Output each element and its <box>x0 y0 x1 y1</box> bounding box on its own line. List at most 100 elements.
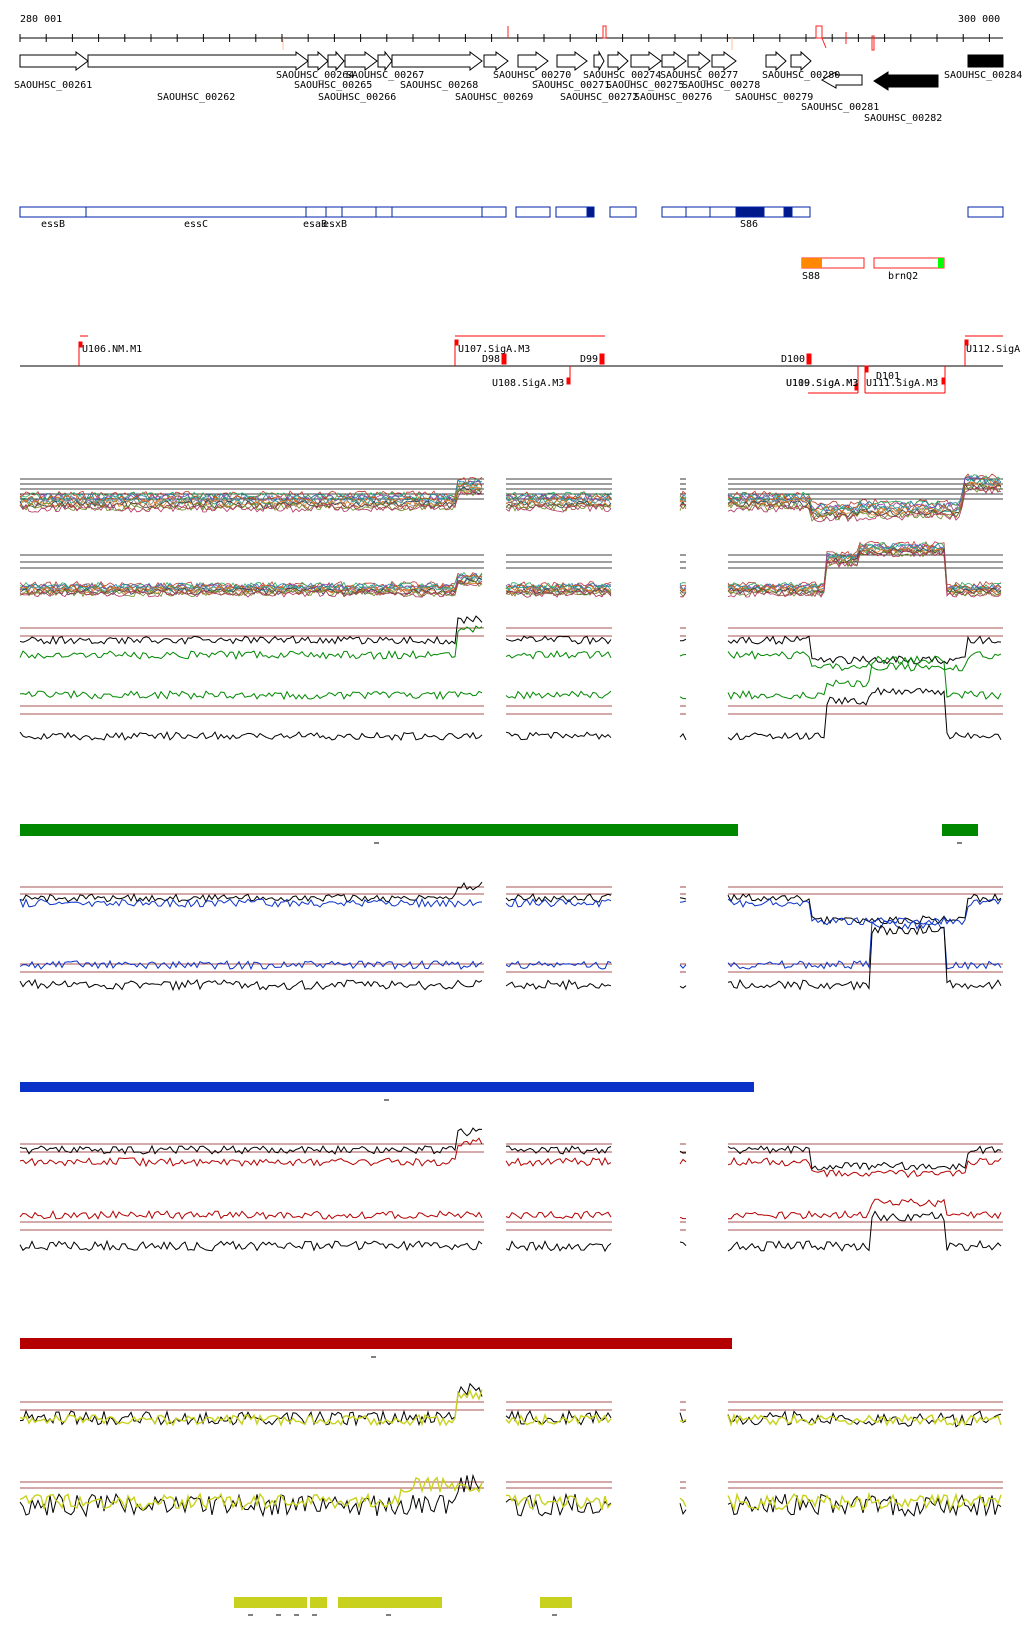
srna-track: S88 brnQ2 <box>801 257 945 282</box>
promoter-label: U111.SigA.M3 <box>866 378 938 389</box>
annotation-label: essB <box>41 219 65 230</box>
annotation-label: essC <box>184 219 208 230</box>
gene-arrow <box>344 51 378 71</box>
gene-arrow <box>820 71 863 89</box>
ruler-marks <box>507 25 875 51</box>
signal-line <box>19 549 1002 598</box>
gene-arrow <box>19 51 89 71</box>
annotation-box <box>85 206 307 218</box>
blue-segment-bar <box>20 1082 754 1092</box>
annotation-box <box>325 206 343 218</box>
promoter-marks <box>78 335 1003 394</box>
signal-line <box>19 655 1002 701</box>
annotation-highlight <box>783 206 793 218</box>
srna-label: S88 <box>802 271 820 282</box>
signal-line <box>19 1127 1002 1171</box>
signal-line <box>19 686 1002 742</box>
gene-label: SAOUHSC_00284 <box>944 70 1022 81</box>
gene-arrow <box>327 50 345 72</box>
signal-line <box>19 920 1002 971</box>
gene-arrow <box>483 51 509 71</box>
yellow-segment-bar <box>310 1597 327 1608</box>
signal-line <box>19 485 1001 523</box>
gene-arrow <box>711 51 737 71</box>
annotation-label: S86 <box>740 219 758 230</box>
promoter-label: U107.SigA.M3 <box>458 344 530 355</box>
yellow-segment-bar <box>540 1597 572 1608</box>
gene-arrow <box>391 51 483 71</box>
gene-label: SAOUHSC_00264 <box>276 70 354 81</box>
gene-label: SAOUHSC_00271 <box>532 80 610 91</box>
annotation-box <box>341 206 377 218</box>
signal-line <box>19 546 1002 595</box>
annotation-box <box>609 206 637 218</box>
promoter-label: D98 <box>482 354 500 365</box>
signal-line <box>19 1476 1002 1513</box>
signal-line <box>19 924 1002 992</box>
promoter-label: U112.SigA <box>966 344 1020 355</box>
promoter-label: D99 <box>580 354 598 365</box>
ruler-end-label: 300 000 <box>958 14 1000 25</box>
gene-label: SAOUHSC_00268 <box>400 80 478 91</box>
expression-tracks <box>19 473 1003 1518</box>
promoter-label: U110.SigA.M3 <box>786 378 858 389</box>
annotation-box <box>305 206 327 218</box>
red-segment-bar <box>20 1338 732 1349</box>
gene-arrow <box>517 51 549 71</box>
gene-label: SAOUHSC_00269 <box>455 92 533 103</box>
gene-arrow <box>765 50 787 72</box>
coordinate-ruler: 280 001 300 000 <box>19 14 1003 51</box>
promoter-label: D101 <box>876 371 900 382</box>
gene-arrow <box>607 50 629 72</box>
yellow-segment-bar <box>234 1597 307 1608</box>
gene-label: SAOUHSC_00272 <box>560 92 638 103</box>
signal-line <box>19 542 1002 590</box>
promoter-label: U106.NM.M1 <box>82 344 142 355</box>
gene-track <box>19 50 1004 91</box>
ruler-ticks <box>19 34 990 42</box>
gene-arrow <box>87 51 309 71</box>
gene-label: SAOUHSC_00275 <box>606 80 684 91</box>
srna-s88-fill <box>802 258 822 268</box>
annotation-highlight <box>586 206 595 218</box>
ruler-faint-marks <box>282 38 733 50</box>
gene-label: SAOUHSC_00276 <box>634 92 712 103</box>
srna-label: brnQ2 <box>888 271 918 282</box>
signal-line <box>19 1137 1002 1179</box>
gene-arrow <box>661 51 687 71</box>
signal-line <box>19 1198 1002 1220</box>
gene-label: SAOUHSC_00282 <box>864 113 942 124</box>
signal-line <box>19 547 1002 596</box>
annotation-box <box>555 206 589 218</box>
signal-line <box>19 897 1002 926</box>
signal-line <box>19 545 1002 595</box>
gene-label: SAOUHSC_00279 <box>735 92 813 103</box>
gene-label: SAOUHSC_00277 <box>660 70 738 81</box>
signal-line <box>19 484 1002 522</box>
signal-line <box>19 615 1002 665</box>
gene-arrow <box>873 71 939 91</box>
green-segment-bar <box>942 824 978 836</box>
signal-line <box>19 625 1002 672</box>
promoter-label: U108.SigA.M3 <box>492 378 564 389</box>
gene-label: SAOUHSC_00278 <box>682 80 760 91</box>
signal-line <box>19 477 1002 515</box>
signal-line <box>19 1473 1002 1518</box>
annotation-labels: essB essC esaB esxB S86 <box>41 219 758 230</box>
signal-line <box>19 543 1002 592</box>
promoter-track: U106.NM.M1 U107.SigA.M3 D98 D99 U108.Sig… <box>20 335 1020 394</box>
gene-label: SAOUHSC_00280 <box>762 70 840 81</box>
gene-label: SAOUHSC_00265 <box>294 80 372 91</box>
yellow-segment-bar <box>338 1597 442 1608</box>
annotation-track <box>19 206 1004 218</box>
annotation-box <box>685 206 711 218</box>
gene-arrow <box>307 50 329 72</box>
gene-label: SAOUHSC_00281 <box>801 102 879 113</box>
segment-bars <box>20 824 978 1616</box>
annotation-box <box>515 206 551 218</box>
gene-label: SAOUHSC_00270 <box>493 70 571 81</box>
gene-arrow <box>593 50 605 72</box>
annotation-box <box>709 206 737 218</box>
annotation-box <box>661 206 687 218</box>
